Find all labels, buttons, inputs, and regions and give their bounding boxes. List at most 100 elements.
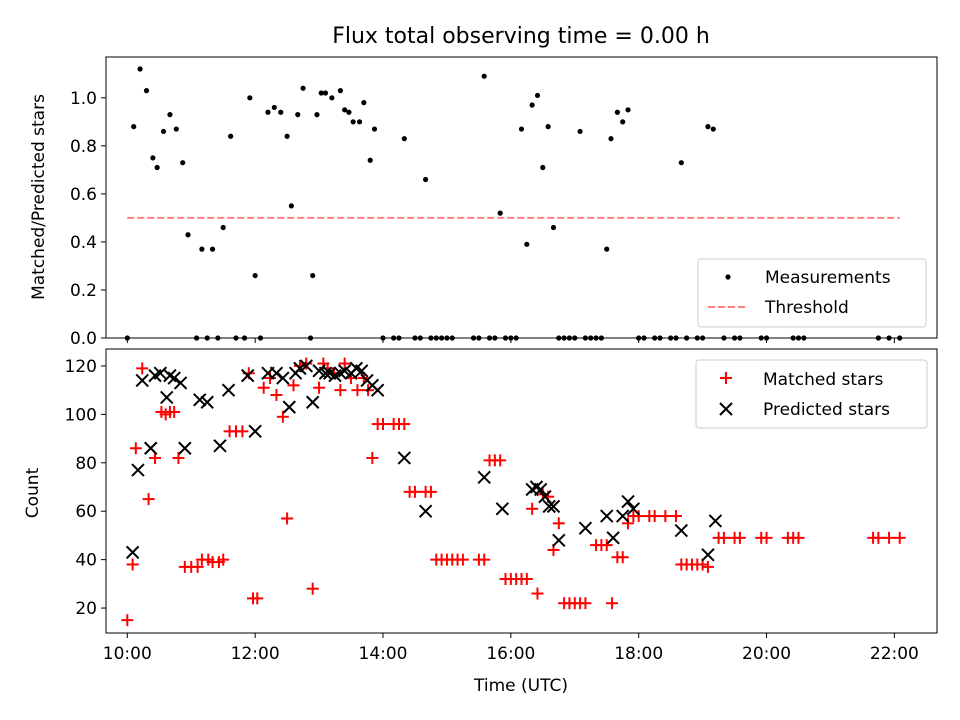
measurement-point — [497, 210, 503, 216]
measurement-point — [428, 335, 434, 341]
measurement-point — [449, 335, 455, 341]
measurement-point — [801, 335, 807, 341]
measurement-point — [412, 335, 418, 341]
predicted-star-point — [626, 502, 641, 516]
measurement-point — [241, 335, 248, 341]
measurement-point — [193, 335, 200, 341]
predicted-star-point — [299, 359, 313, 373]
predicted-star-point — [135, 373, 149, 388]
predicted-star-point — [276, 371, 290, 385]
measurement-point — [694, 335, 700, 341]
predicted-star-point — [125, 545, 140, 560]
legend-matched-label: Matched stars — [763, 370, 883, 390]
matched-star-point — [648, 510, 661, 523]
top-plot-frame — [105, 56, 938, 339]
measurement-point — [278, 109, 284, 115]
matched-star-point — [520, 573, 533, 586]
measurement-point — [684, 335, 690, 341]
measurement-point — [342, 107, 348, 113]
predicted-star-point — [600, 509, 614, 523]
measurement-point — [215, 335, 221, 341]
measurement-point — [737, 335, 743, 341]
measurement-point — [380, 335, 386, 341]
measurement-point — [529, 102, 535, 108]
measurement-point — [518, 126, 525, 132]
legend-predicted-marker — [719, 402, 733, 416]
matched-star-point — [172, 451, 185, 464]
matched-star-point — [478, 553, 491, 566]
measurement-point — [470, 335, 477, 341]
predicted-star-point — [354, 364, 369, 378]
x-axis-label: Time (UTC) — [473, 676, 568, 696]
matched-star-point — [579, 597, 592, 610]
predicted-star-point — [144, 441, 158, 455]
matched-star-point — [606, 597, 619, 610]
predicted-star-point — [708, 514, 723, 528]
measurement-point — [318, 90, 324, 96]
measurement-point — [233, 335, 239, 341]
predicted-star-point — [269, 366, 284, 380]
measurement-point — [673, 335, 679, 341]
measurement-point — [502, 335, 509, 341]
x-tick-label: 18:00 — [614, 644, 663, 664]
measurement-point — [652, 335, 658, 341]
measurement-point — [307, 335, 314, 341]
measurement-point — [790, 335, 796, 341]
measurement-point — [143, 88, 150, 94]
measurement-point — [593, 335, 599, 341]
measurement-point — [710, 126, 716, 132]
predicted-star-point — [240, 368, 255, 383]
measurement-point — [220, 224, 226, 231]
top-legend-box — [697, 258, 927, 328]
matched-star-point — [893, 531, 906, 544]
measurement-point — [350, 119, 356, 125]
top-legend: Measurements Threshold — [697, 258, 927, 328]
measurement-point — [524, 241, 530, 247]
y-tick-label: 0.4 — [70, 233, 97, 253]
x-tick-label: 12:00 — [231, 644, 280, 664]
matched-star-point — [126, 558, 139, 571]
x-tick-label: 22:00 — [870, 644, 919, 664]
x-tick-label: 16:00 — [486, 644, 535, 664]
legend-predicted-label: Predicted stars — [763, 400, 890, 420]
x-tick-label: 20:00 — [742, 644, 791, 664]
predicted-star-point — [248, 424, 262, 439]
measurement-point — [795, 335, 802, 341]
matched-star-point — [733, 531, 746, 544]
measurement-point — [401, 136, 407, 142]
y-tick-label: 0.0 — [70, 329, 97, 349]
measurement-point — [371, 126, 378, 132]
predicted-star-point — [397, 451, 412, 465]
measurement-point — [668, 335, 674, 341]
bottom-y-axis: 20 40 60 80 100 120 — [65, 357, 106, 619]
y-tick-label: 100 — [65, 405, 97, 425]
predicted-star-point — [546, 499, 561, 514]
measurement-point — [228, 133, 234, 139]
predicted-star-point — [153, 366, 168, 380]
top-y-axis: 0.0 0.2 0.4 0.6 0.8 1.0 — [70, 89, 106, 349]
matched-star-point — [760, 531, 773, 544]
matched-star-point — [149, 451, 162, 464]
measurement-point — [721, 335, 727, 341]
measurement-point — [199, 246, 205, 252]
matched-star-point — [121, 614, 134, 627]
measurement-point — [886, 335, 892, 341]
measurement-point — [758, 335, 764, 341]
matched-star-point — [313, 381, 326, 394]
matched-star-point — [424, 485, 437, 498]
measurement-point — [265, 109, 271, 115]
matched-star-point — [600, 539, 613, 552]
y-tick-label: 80 — [75, 454, 97, 474]
measurement-point — [534, 92, 541, 99]
matched-star-point — [142, 493, 155, 506]
matched-star-point — [129, 442, 142, 455]
predicted-star-point — [200, 395, 214, 409]
measurement-point — [566, 335, 573, 341]
measurement-point — [417, 335, 423, 341]
matched-star-point — [276, 410, 289, 423]
predicted-star-point — [131, 463, 145, 477]
bottom-legend-box — [695, 359, 928, 429]
measurement-point — [678, 160, 684, 166]
predicted-star-point — [418, 504, 433, 518]
predicted-star-point — [173, 376, 188, 390]
